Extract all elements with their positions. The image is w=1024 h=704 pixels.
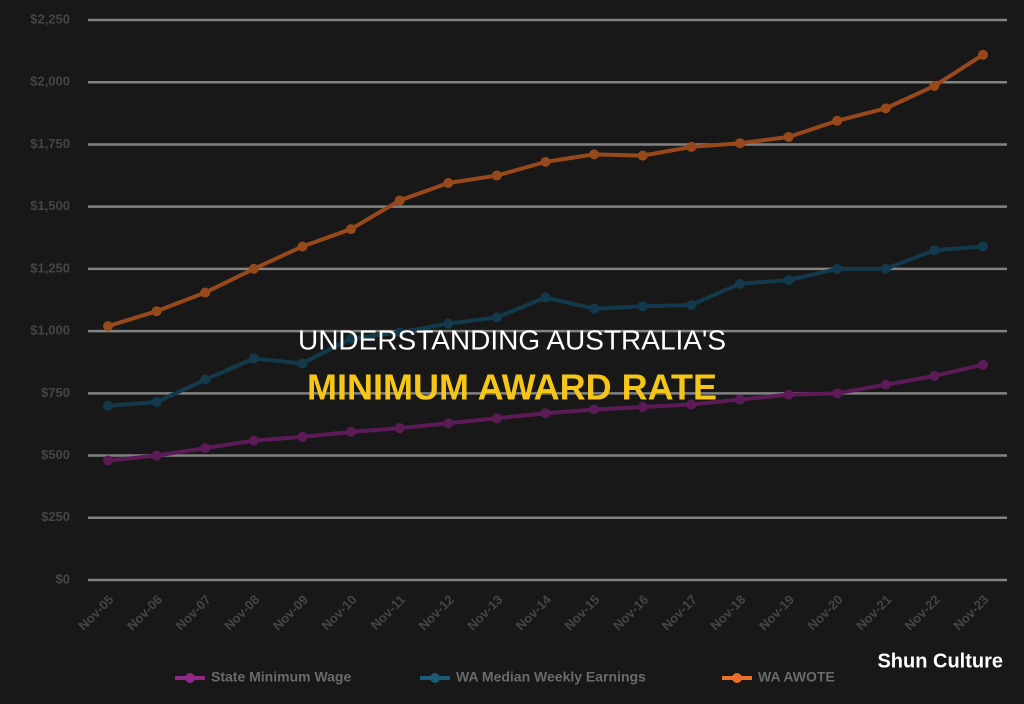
data-point (686, 399, 697, 410)
data-point (297, 358, 308, 369)
data-point (686, 141, 697, 152)
data-point (103, 400, 113, 411)
data-point (248, 353, 259, 364)
y-tick-label: $1,000 (30, 323, 70, 338)
data-point (880, 103, 891, 114)
data-point (443, 418, 454, 429)
data-point (637, 301, 648, 312)
legend-label: State Minimum Wage (211, 669, 351, 685)
y-tick-label: $1,750 (30, 136, 70, 151)
data-point (832, 388, 843, 399)
legend-marker (430, 673, 440, 683)
data-point (151, 306, 162, 317)
data-point (346, 426, 357, 437)
data-point (783, 389, 794, 400)
y-tick-label: $500 (41, 447, 70, 462)
data-point (978, 241, 988, 252)
y-tick-label: $750 (41, 385, 70, 400)
overlay-title: UNDERSTANDING AUSTRALIA'S (298, 324, 726, 355)
data-point (589, 404, 600, 415)
data-point (540, 408, 551, 419)
data-point (880, 379, 891, 390)
overlay-title: MINIMUM AWARD RATE (307, 367, 717, 408)
data-point (929, 80, 940, 91)
data-point (978, 49, 988, 60)
data-point (783, 275, 794, 286)
data-point (929, 245, 940, 256)
data-point (103, 455, 113, 466)
data-point (491, 312, 502, 323)
data-point (783, 131, 794, 142)
data-point (297, 241, 308, 252)
data-point (394, 327, 405, 338)
data-point (151, 450, 162, 461)
data-point (589, 303, 600, 314)
data-point (832, 115, 843, 126)
y-tick-label: $2,250 (30, 11, 70, 26)
data-point (686, 299, 697, 310)
data-point (589, 149, 600, 160)
data-point (346, 224, 357, 235)
legend-marker (732, 673, 742, 683)
data-point (734, 278, 745, 289)
y-tick-label: $2,000 (30, 74, 70, 89)
data-point (734, 394, 745, 405)
legend-marker (185, 673, 195, 683)
data-point (248, 263, 259, 274)
y-tick-label: $0 (56, 571, 70, 586)
data-point (394, 423, 405, 434)
data-point (346, 333, 357, 344)
data-point (200, 443, 211, 454)
y-tick-label: $1,250 (30, 260, 70, 275)
data-point (491, 413, 502, 424)
data-point (443, 178, 454, 189)
data-point (443, 318, 454, 329)
data-point (929, 370, 940, 381)
data-point (540, 292, 551, 303)
data-point (978, 359, 988, 370)
watermark: Shun Culture (877, 650, 1003, 672)
legend-label: WA Median Weekly Earnings (456, 669, 646, 685)
data-point (832, 263, 843, 274)
legend-label: WA AWOTE (758, 669, 835, 685)
y-tick-label: $250 (41, 509, 70, 524)
data-point (491, 170, 502, 181)
y-tick-label: $1,500 (30, 198, 70, 213)
data-point (880, 263, 891, 274)
data-point (394, 195, 405, 206)
data-point (297, 431, 308, 442)
data-point (200, 287, 211, 298)
data-point (103, 321, 113, 332)
data-point (540, 156, 551, 167)
data-point (248, 435, 259, 446)
data-point (734, 138, 745, 149)
data-point (200, 374, 211, 385)
data-point (151, 397, 162, 408)
data-point (637, 150, 648, 161)
data-point (637, 402, 648, 413)
